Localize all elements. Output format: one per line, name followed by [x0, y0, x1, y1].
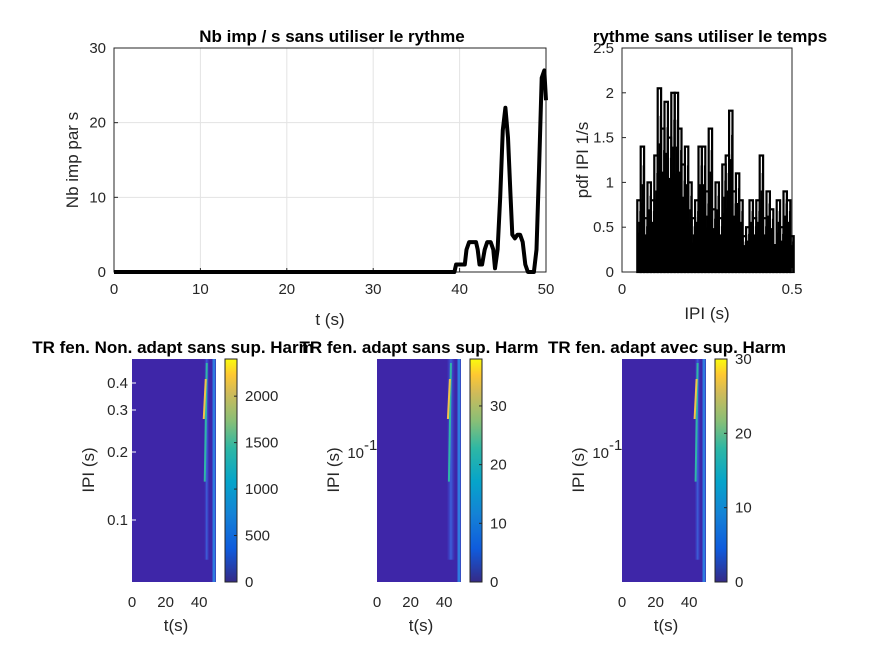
- colorbar-tick-label: 10: [490, 515, 507, 532]
- x-tick-label: 50: [538, 281, 555, 298]
- colorbar-tick-label: 20: [735, 425, 752, 442]
- colorbar-tick-label: 500: [245, 528, 270, 545]
- y-tick-label: 0.4: [107, 375, 128, 392]
- colorbar: [714, 358, 728, 583]
- y-tick-label: 0: [606, 264, 614, 281]
- y-tick-label: 1: [606, 174, 614, 191]
- heatmap-ridge: [694, 359, 701, 560]
- y-tick-label: 0.3: [107, 402, 128, 419]
- heatmap-image: [132, 359, 216, 582]
- colorbar: [224, 358, 238, 583]
- heatmap-ylabel: IPI (s): [79, 447, 98, 492]
- x-tick-label: 40: [451, 281, 468, 298]
- y-tick-label: 2.5: [593, 40, 614, 57]
- heatmap-ridge: [446, 359, 456, 560]
- chart-spike-rate-title: Nb imp / s sans utiliser le rythme: [199, 27, 464, 46]
- chart-ipi-pdf-xticks: 0 0.5: [618, 268, 803, 298]
- chart-spike-rate-yticks: 0 10 20 30: [89, 40, 118, 281]
- y-tick-label: 2: [606, 85, 614, 102]
- heatmap-xlabel: t(s): [164, 616, 189, 635]
- chart-spike-rate-series-line: [114, 68, 548, 274]
- colorbar: [469, 358, 483, 583]
- heatmap-title: TR fen. Non. adapt sans sup. Harm: [32, 338, 314, 357]
- heatmap-xlabel: t(s): [409, 616, 434, 635]
- y-tick-label: 10: [592, 445, 609, 462]
- x-tick-label: 0: [618, 281, 626, 298]
- chart-spike-rate-axes: [113, 47, 547, 273]
- heatmap-panel: TR fen. adapt avec sup. Harm 0 20 40t(s) IPI…: [548, 338, 786, 635]
- heatmap-ylabel: IPI (s): [569, 447, 588, 492]
- chart-ipi-pdf-title: rythme sans utiliser le temps: [593, 27, 827, 46]
- chart-spike-rate-xlabel: t (s): [315, 310, 344, 329]
- chart-spike-rate: Nb imp / s sans utiliser le rythme 0 10 20…: [63, 27, 554, 329]
- x-tick-label: 10: [192, 281, 209, 298]
- heatmap-xlabel: t(s): [654, 616, 679, 635]
- colorbar-tick-label: 1500: [245, 435, 278, 452]
- colorbar-tick-label: 30: [735, 351, 752, 368]
- colorbar-tick-label: 0: [735, 574, 743, 591]
- y-tick-label: 10: [89, 189, 106, 206]
- heatmap-ridge: [204, 359, 210, 560]
- y-tick-label: 0.1: [107, 512, 128, 529]
- y-tick-label: 1.5: [593, 130, 614, 147]
- heatmap-image: [622, 359, 706, 582]
- chart-spike-rate-xticks: 0 10 20 30 40 50: [110, 268, 555, 298]
- x-tick-label: 0: [618, 594, 626, 611]
- y-tick-exponent: -1: [364, 437, 377, 454]
- heatmap-title: TR fen. adapt avec sup. Harm: [548, 338, 786, 357]
- chart-spike-rate-grid: [113, 47, 547, 273]
- chart-ipi-pdf-yticks: 0 0.5 1 1.5 2 2.5: [593, 40, 626, 281]
- x-tick-label: 40: [191, 594, 208, 611]
- x-tick-label: 0: [373, 594, 381, 611]
- colorbar-tick-label: 2000: [245, 388, 278, 405]
- chart-ipi-pdf-ylabel: pdf IPI 1/s: [573, 122, 592, 199]
- heatmap-title: TR fen. adapt sans sup. Harm: [300, 338, 539, 357]
- heatmap-ylabel: IPI (s): [324, 447, 343, 492]
- x-tick-label: 40: [681, 594, 698, 611]
- chart-spike-rate-ylabel: Nb imp par s: [63, 112, 82, 208]
- heatmap-ridge-max: [446, 378, 451, 420]
- y-tick-label: 0.2: [107, 444, 128, 461]
- heatmap-ridge-max: [693, 378, 698, 420]
- colorbar-tick-label: 20: [490, 457, 507, 474]
- y-tick-label: 30: [89, 40, 106, 57]
- x-tick-label: 0: [110, 281, 118, 298]
- x-tick-label: 0: [128, 594, 136, 611]
- y-tick-label: 0.5: [593, 219, 614, 236]
- colorbar-tick-label: 30: [490, 398, 507, 415]
- y-tick-exponent: -1: [609, 437, 622, 454]
- x-tick-label: 20: [647, 594, 664, 611]
- colorbar-tick-label: 10: [735, 500, 752, 517]
- x-tick-label: 30: [365, 281, 382, 298]
- chart-ipi-pdf-bars: [636, 87, 795, 274]
- y-tick-label: 20: [89, 115, 106, 132]
- chart-ipi-pdf: rythme sans utiliser le temps 0 0.5 00.51…: [573, 27, 827, 323]
- x-tick-label: 20: [157, 594, 174, 611]
- colorbar-tick-label: 0: [245, 574, 253, 591]
- y-tick-label: 0: [98, 264, 106, 281]
- x-tick-label: 0.5: [782, 281, 803, 298]
- heatmap-ridge-max: [202, 378, 207, 420]
- x-tick-label: 20: [402, 594, 419, 611]
- heatmap-panel: TR fen. Non. adapt sans sup. Harm 0 20 40t(…: [32, 338, 314, 635]
- colorbar-tick-label: 0: [490, 574, 498, 591]
- chart-ipi-pdf-xlabel: IPI (s): [684, 304, 729, 323]
- x-tick-label: 40: [436, 594, 453, 611]
- colorbar-tick-label: 1000: [245, 481, 278, 498]
- y-tick-label: 10: [347, 445, 364, 462]
- x-tick-label: 20: [278, 281, 295, 298]
- heatmap-panel: TR fen. adapt sans sup. Harm 0 20 40t(s) IPI…: [300, 338, 539, 635]
